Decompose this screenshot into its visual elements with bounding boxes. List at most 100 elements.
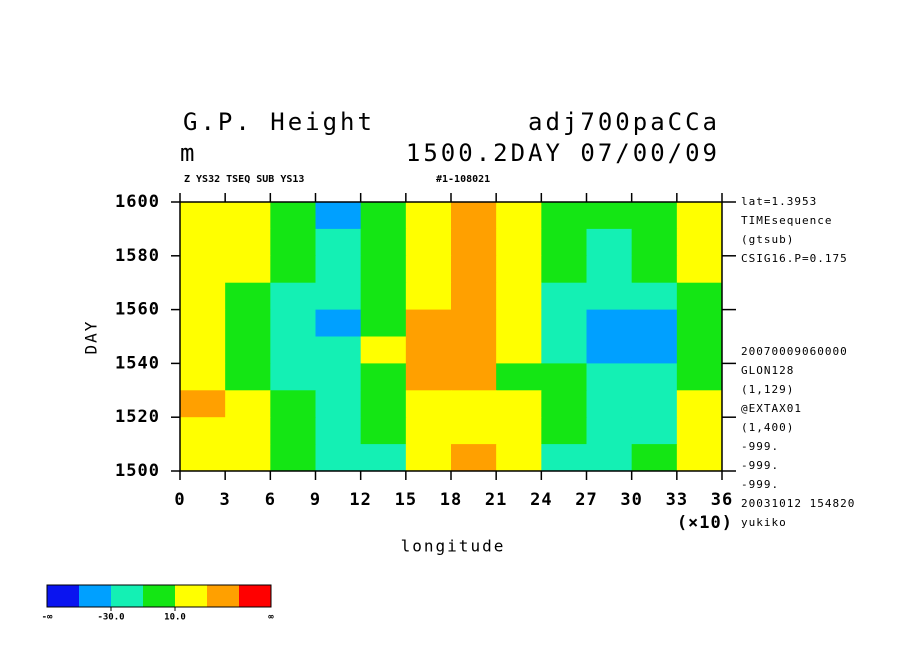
header-left: Z YS32 TSEQ SUB YS13: [184, 174, 304, 185]
heat-cell: [270, 336, 316, 364]
heat-cell: [180, 228, 226, 257]
heat-cell: [360, 390, 407, 418]
heat-cell: [315, 444, 362, 472]
heat-cell: [360, 363, 407, 391]
heat-cell: [180, 390, 226, 418]
heat-cell: [676, 390, 723, 418]
heat-cell: [451, 417, 497, 445]
heat-cell: [541, 363, 587, 391]
x-scale-label: (×10): [677, 513, 733, 533]
note: CSIG16.P=0.175: [741, 252, 848, 265]
heat-cell: [360, 336, 407, 364]
info: (1,400): [741, 421, 794, 434]
heat-cell: [631, 255, 678, 284]
colorbar-label: -∞: [42, 613, 53, 623]
heat-cell: [225, 390, 271, 418]
heat-cell: [496, 417, 542, 445]
heat-cell: [180, 444, 226, 472]
heat-cell: [631, 282, 678, 311]
heat-cell: [541, 336, 587, 364]
heat-cell: [180, 417, 226, 445]
variable-name: adj700paCCa: [528, 108, 720, 136]
heat-cell: [360, 202, 407, 230]
heat-cell: [496, 228, 542, 257]
x-tick-label: 24: [530, 490, 552, 510]
heat-cell: [270, 390, 316, 418]
heat-cell: [180, 255, 226, 284]
y-tick-label: 1520: [115, 407, 160, 427]
heat-cell: [225, 336, 271, 364]
header-right: #1-108021: [436, 174, 490, 185]
heat-cell: [451, 309, 497, 337]
heat-cell: [270, 417, 316, 445]
heat-cell: [541, 390, 587, 418]
heat-cell: [631, 444, 678, 472]
heat-cell: [180, 282, 226, 311]
heat-cell: [225, 444, 271, 472]
colorbar-swatch: [111, 585, 143, 607]
heat-cell: [225, 282, 271, 311]
heat-cell: [225, 202, 271, 230]
x-tick-label: 33: [666, 490, 688, 510]
heat-cell: [586, 282, 633, 311]
heat-cell: [225, 255, 271, 284]
heat-cell: [405, 228, 452, 257]
heat-cell: [270, 309, 316, 337]
heat-cell: [631, 228, 678, 257]
heat-cell: [586, 417, 633, 445]
colorbar-frame: [46, 584, 272, 608]
heat-cell: [405, 390, 452, 418]
heat-cell: [541, 228, 587, 257]
info: 20070009060000: [741, 345, 848, 358]
y-axis-label: DAY: [82, 320, 101, 355]
heat-cell: [496, 444, 542, 472]
heat-cell: [496, 255, 542, 284]
heat-cell: [676, 202, 723, 230]
info: -999.: [741, 440, 779, 453]
info: yukiko: [741, 516, 787, 529]
colorbar-swatch: [175, 585, 207, 607]
heat-cell: [405, 444, 452, 472]
note: (gtsub): [741, 233, 794, 246]
y-tick-label: 1540: [115, 353, 160, 373]
heat-cell: [496, 202, 542, 230]
heat-cell: [496, 390, 542, 418]
heat-cell: [586, 309, 633, 337]
y-tick-label: 1500: [115, 461, 160, 481]
heat-cell: [451, 336, 497, 364]
heat-cell: [451, 282, 497, 311]
heat-cell: [405, 282, 452, 311]
heat-cell: [451, 255, 497, 284]
heat-cell: [541, 255, 587, 284]
x-tick-label: 36: [711, 490, 733, 510]
heat-cell: [270, 202, 316, 230]
heat-cell: [541, 282, 587, 311]
heat-cell: [180, 363, 226, 391]
heat-cell: [270, 228, 316, 257]
y-tick-label: 1600: [115, 192, 160, 212]
x-axis-label: longitude: [401, 537, 506, 556]
x-tick-label: 18: [440, 490, 462, 510]
heat-cell: [496, 363, 542, 391]
colorbar-swatch: [239, 585, 271, 607]
x-tick-label: 15: [395, 490, 417, 510]
heat-cell: [225, 309, 271, 337]
heat-cell: [586, 255, 633, 284]
heat-cell: [676, 336, 723, 364]
heat-cell: [315, 309, 362, 337]
heat-cell: [360, 282, 407, 311]
info: 20031012 154820: [741, 497, 855, 510]
heat-cell: [405, 309, 452, 337]
heat-cell: [405, 202, 452, 230]
heat-cell: [631, 363, 678, 391]
colorbar-swatch: [47, 585, 79, 607]
info: @EXTAX01: [741, 402, 802, 415]
heat-cell: [180, 309, 226, 337]
heat-cell: [270, 444, 316, 472]
x-tick-label: 6: [265, 490, 276, 510]
heat-cell: [676, 282, 723, 311]
heat-cell: [405, 417, 452, 445]
heat-cell: [360, 228, 407, 257]
heat-cell: [676, 363, 723, 391]
heat-cell: [586, 363, 633, 391]
